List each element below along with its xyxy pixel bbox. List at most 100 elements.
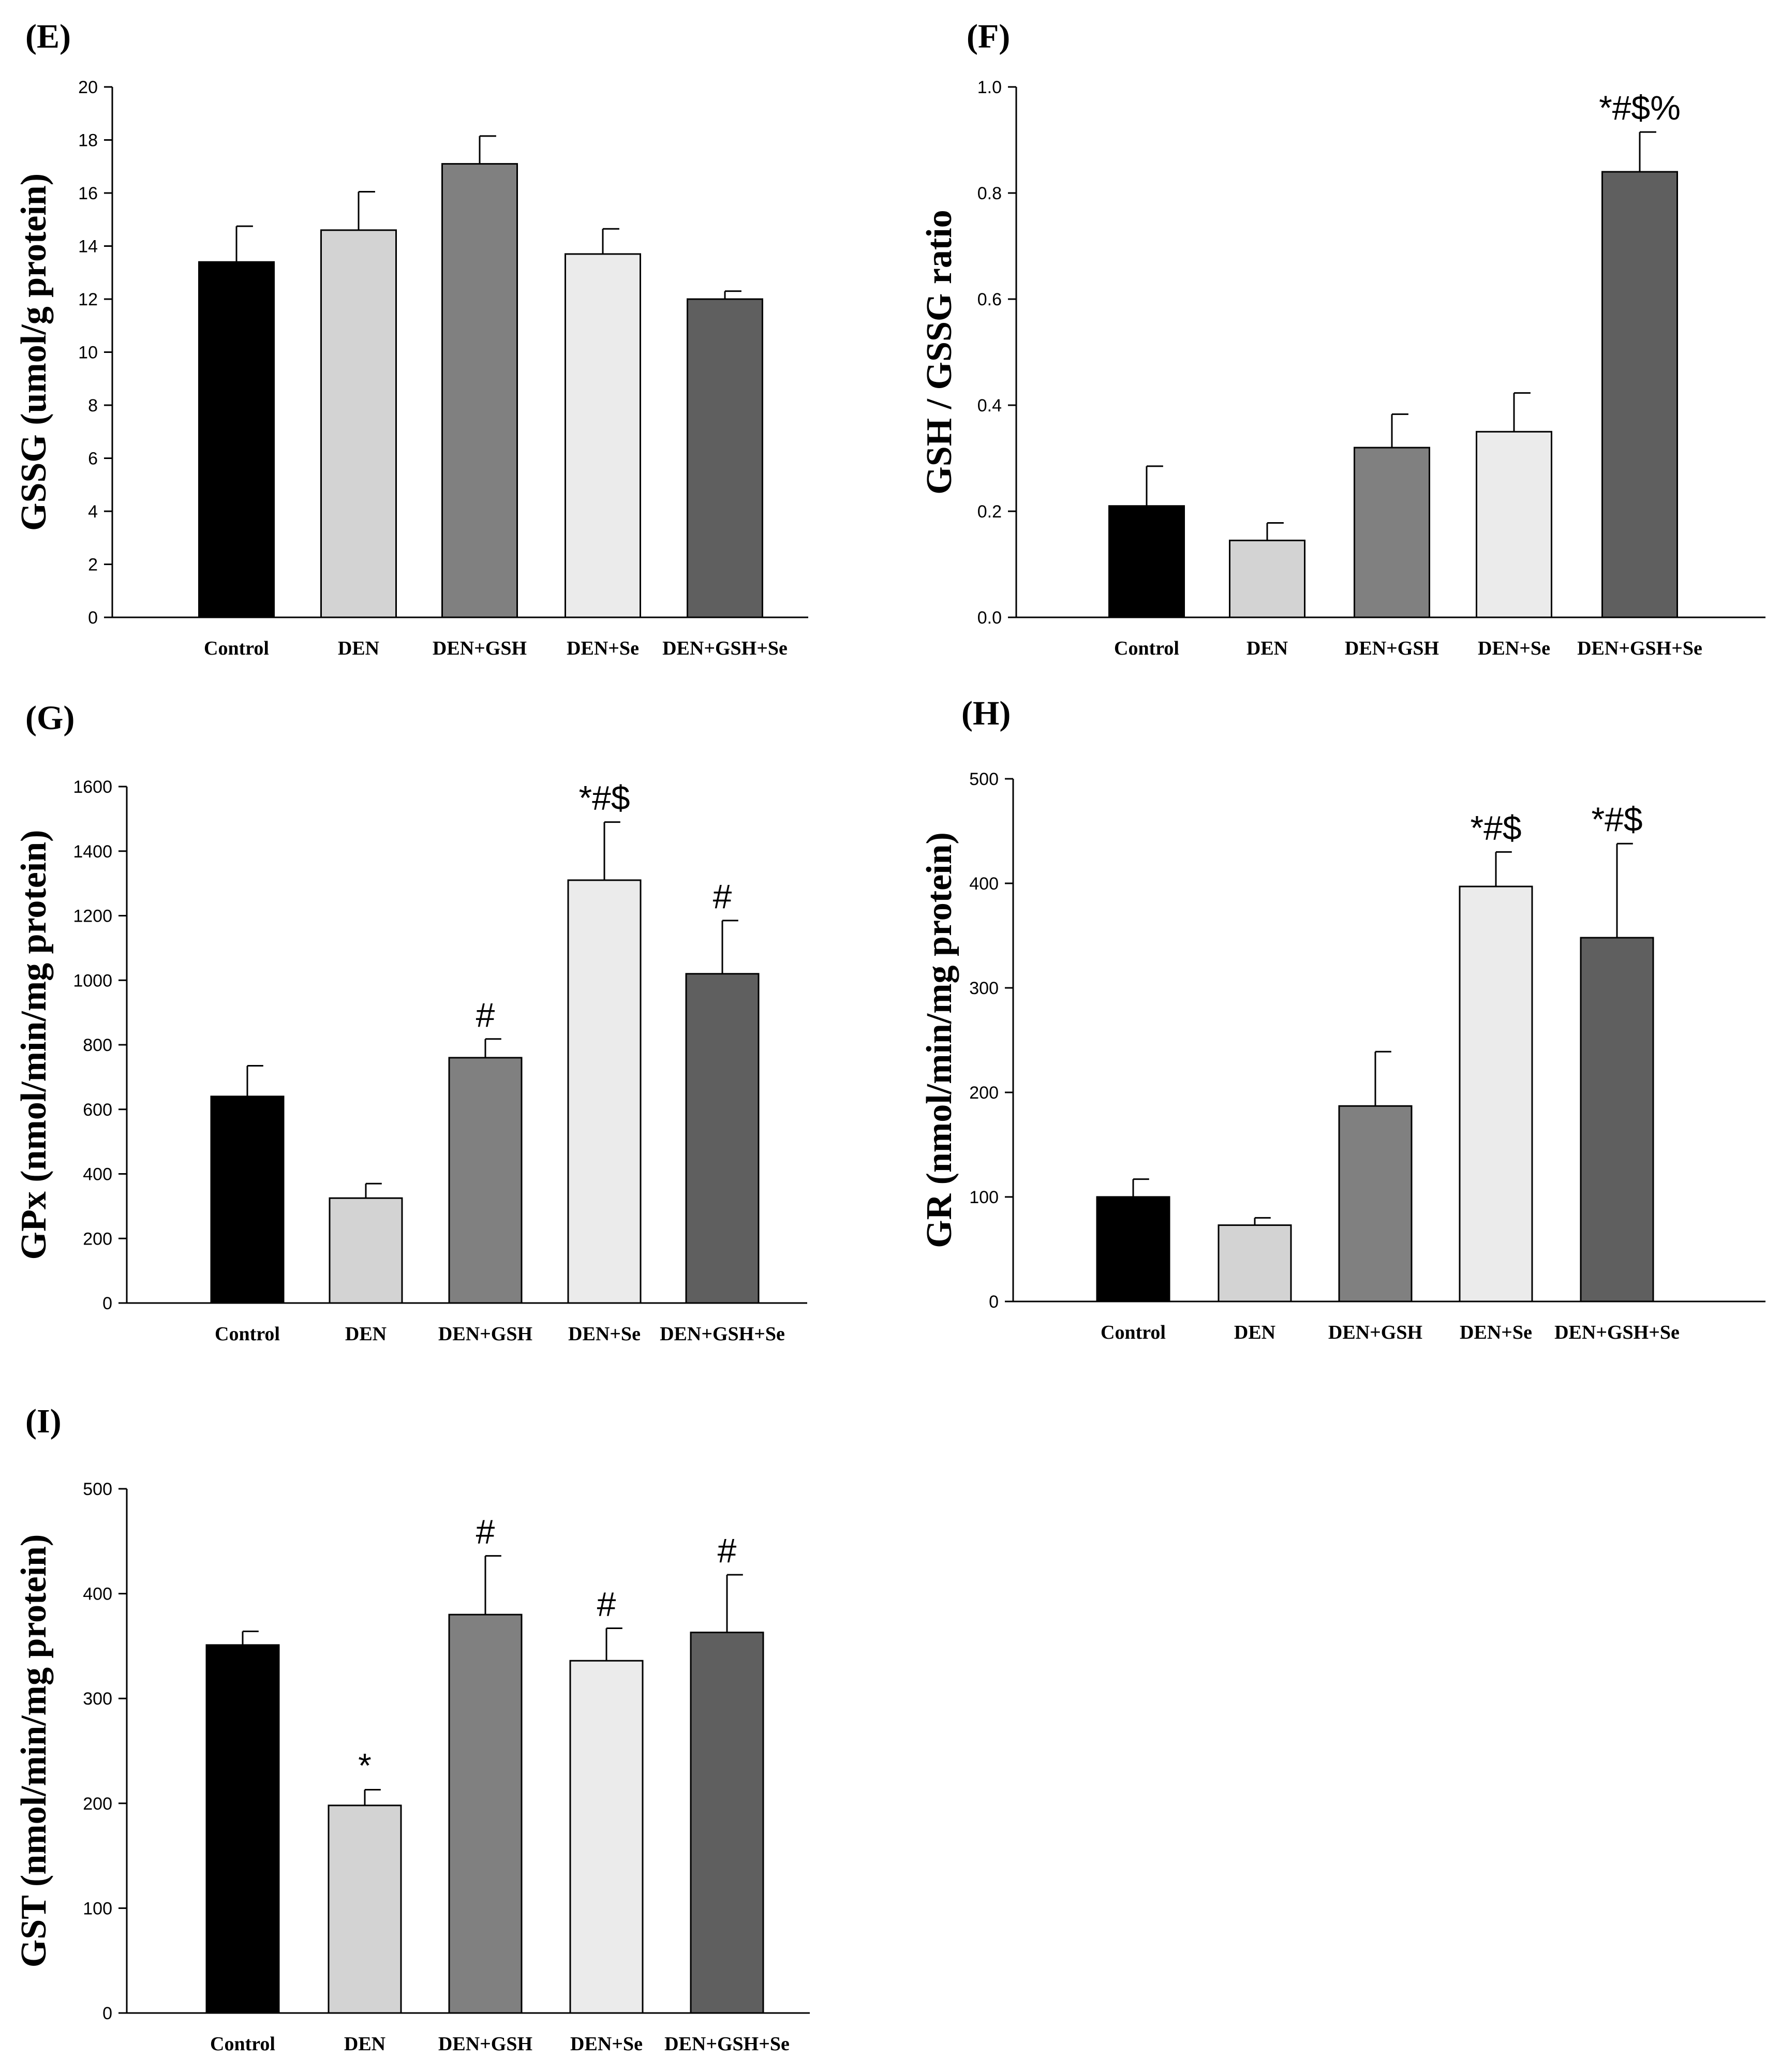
bar-den — [320, 229, 397, 618]
y-tick-label: 200 — [83, 1229, 112, 1249]
x-tick-label: DEN+GSH+Se — [1554, 1322, 1680, 1343]
y-tick-label: 200 — [969, 1083, 999, 1103]
y-tick-label: 0 — [102, 2004, 112, 2023]
bar-control — [210, 1096, 285, 1304]
x-tick-label: Control — [204, 638, 269, 659]
x-tick-label: Control — [1114, 638, 1179, 659]
bar-den-se — [1459, 885, 1533, 1303]
bar-den-gsh-se — [1601, 171, 1678, 618]
y-tick-label: 12 — [78, 290, 98, 309]
x-tick-label: DEN+GSH — [438, 1323, 532, 1345]
significance-annotation: * — [358, 1746, 372, 1784]
y-tick-label: 400 — [969, 874, 999, 894]
significance-annotation: *#$ — [1470, 808, 1521, 847]
x-tick-label: DEN — [1246, 638, 1288, 659]
y-tick-label: 18 — [78, 131, 98, 151]
bar-den-se — [565, 253, 641, 618]
bar-control — [205, 1644, 280, 2014]
panel-label: (E) — [25, 18, 71, 55]
bar-control — [1096, 1196, 1170, 1303]
bar-den-gsh — [448, 1057, 523, 1304]
bar-den-gsh-se — [687, 298, 763, 618]
significance-annotation: *#$ — [578, 779, 630, 817]
x-tick-label: DEN+GSH+Se — [660, 1323, 785, 1345]
x-tick-label: DEN — [1234, 1322, 1275, 1343]
y-tick-label: 300 — [969, 979, 999, 998]
y-tick-label: 100 — [83, 1899, 112, 1918]
bar-den-se — [569, 1660, 644, 2014]
significance-annotation: *#$% — [1599, 88, 1681, 127]
y-tick-label: 4 — [88, 502, 98, 522]
x-tick-label: DEN+GSH — [433, 638, 527, 659]
y-tick-label: 16 — [78, 184, 98, 203]
y-tick-label: 0 — [989, 1292, 999, 1312]
y-tick-label: 14 — [78, 237, 98, 257]
significance-annotation: *#$ — [1591, 800, 1642, 838]
y-tick-label: 1200 — [73, 907, 112, 926]
panel-i: (I) GST (nmol/min/mg protein) 0 100 200 300 40… — [14, 1402, 810, 2055]
bar-den — [328, 1804, 402, 2014]
x-tick-label: Control — [210, 2033, 275, 2055]
y-axis-label: GSH / GSSG ratio — [919, 210, 959, 494]
panel-label: (F) — [967, 18, 1010, 55]
y-tick-label: 20 — [78, 78, 98, 97]
bar-den-gsh-se — [690, 1632, 764, 2014]
x-tick-label: DEN — [344, 2033, 385, 2055]
x-tick-label: DEN+GSH+Se — [662, 638, 788, 659]
y-tick-label: 1.0 — [977, 78, 1002, 97]
y-tick-label: 600 — [83, 1100, 112, 1120]
bar-den — [1229, 539, 1305, 618]
panel-label: (I) — [25, 1402, 62, 1440]
x-tick-label: DEN+Se — [567, 638, 639, 659]
y-tick-label: 6 — [88, 449, 98, 469]
y-tick-label: 100 — [969, 1188, 999, 1207]
y-tick-label: 10 — [78, 343, 98, 363]
bar-den-gsh — [441, 163, 518, 618]
x-tick-label: Control — [1101, 1322, 1166, 1343]
significance-annotation: # — [713, 877, 732, 915]
y-tick-label: 1400 — [73, 842, 112, 862]
panel-g: (G) GPx (nmol/min/mg protein) 0 200 400 600 80… — [14, 699, 807, 1345]
bar-control — [198, 261, 275, 618]
y-axis-label: GR (nmol/min/mg protein) — [919, 832, 959, 1248]
bar-den-se — [1476, 431, 1552, 618]
bar-den-se — [567, 879, 642, 1304]
y-tick-label: 1600 — [73, 777, 112, 797]
y-tick-label: 0.8 — [977, 184, 1002, 203]
x-tick-label: DEN — [338, 638, 379, 659]
significance-annotation: # — [597, 1585, 616, 1623]
y-tick-label: 500 — [969, 769, 999, 789]
x-tick-label: DEN+Se — [1460, 1322, 1532, 1343]
y-axis-label: GPx (nmol/min/mg protein) — [14, 830, 54, 1260]
bar-den-gsh — [1354, 447, 1430, 618]
y-tick-label: 0 — [102, 1294, 112, 1313]
y-tick-label: 2 — [88, 555, 98, 575]
x-tick-label: DEN+GSH — [1345, 638, 1439, 659]
panel-label: (H) — [961, 694, 1011, 732]
y-tick-label: 800 — [83, 1035, 112, 1055]
bar-den — [329, 1197, 403, 1304]
bar-control — [1108, 505, 1185, 618]
y-tick-label: 200 — [83, 1794, 112, 1814]
y-tick-label: 500 — [83, 1479, 112, 1499]
y-tick-label: 0.6 — [977, 290, 1002, 309]
panel-label: (G) — [25, 699, 75, 737]
y-tick-label: 1000 — [73, 971, 112, 990]
bar-den-gsh-se — [685, 973, 760, 1304]
x-tick-label: DEN+Se — [568, 1323, 641, 1345]
panel-f: (F) GSH / GSSG ratio 0.0 0.2 0.4 0.6 0.8 1.0 Con… — [919, 18, 1765, 659]
y-tick-label: 400 — [83, 1585, 112, 1604]
bar-den — [1218, 1224, 1292, 1303]
x-tick-label: DEN — [345, 1323, 387, 1345]
y-tick-label: 0.4 — [977, 396, 1002, 416]
panel-e: (E) GSSG (umol/g protein) 0 2 4 6 8 10 12 14 16 18 2… — [14, 18, 808, 659]
y-tick-label: 8 — [88, 396, 98, 416]
y-tick-label: 0.0 — [977, 608, 1002, 628]
y-axis-label: GSSG (umol/g protein) — [14, 173, 54, 531]
x-tick-label: DEN+GSH+Se — [1577, 638, 1702, 659]
significance-annotation: # — [476, 1513, 495, 1551]
x-tick-label: DEN+Se — [1478, 638, 1550, 659]
bar-den-gsh — [448, 1614, 523, 2014]
significance-annotation: # — [476, 996, 495, 1034]
y-axis-label: GST (nmol/min/mg protein) — [14, 1534, 54, 1968]
